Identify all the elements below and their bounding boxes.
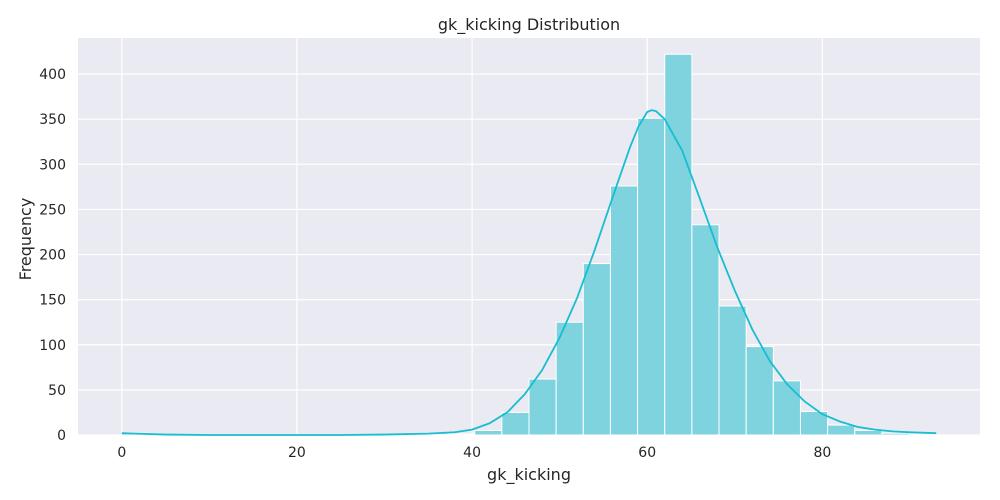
histogram-bar <box>582 263 611 436</box>
histogram-bar <box>555 321 584 436</box>
plot-area <box>78 38 980 435</box>
histogram-bar <box>664 53 693 436</box>
histogram-bar <box>528 378 557 436</box>
histogram-bar <box>799 411 829 436</box>
histogram-bar <box>501 411 530 436</box>
y-tick-label: 150 <box>39 293 66 309</box>
histogram-bar <box>474 429 503 436</box>
y-tick-label: 250 <box>39 202 66 218</box>
chart-title: gk_kicking Distribution <box>438 15 620 35</box>
x-tick-label: 20 <box>288 445 306 461</box>
x-axis-ticks: 0 20 40 60 80 <box>117 445 831 461</box>
kde-line <box>121 109 937 436</box>
histogram-bar <box>908 433 937 436</box>
x-tick-label: 40 <box>463 445 481 461</box>
histogram-bars <box>121 53 937 436</box>
y-tick-label: 0 <box>57 428 66 444</box>
histogram-bar <box>447 433 476 436</box>
y-tick-label: 200 <box>39 248 66 264</box>
x-axis-label: gk_kicking <box>487 465 571 485</box>
histogram-bar <box>827 424 856 436</box>
x-tick-label: 60 <box>638 445 656 461</box>
y-tick-label: 50 <box>48 383 66 399</box>
histogram-bar <box>691 224 720 436</box>
histogram-bar <box>854 429 883 436</box>
x-tick-label: 80 <box>813 445 831 461</box>
histogram-bar <box>637 117 666 436</box>
histogram-bar <box>609 185 639 436</box>
histogram-bar <box>881 432 910 436</box>
y-tick-label: 100 <box>39 338 66 354</box>
y-tick-label: 350 <box>39 112 66 128</box>
y-tick-label: 300 <box>39 157 66 173</box>
histogram-bar <box>718 305 747 436</box>
histogram-bar <box>772 380 801 436</box>
x-tick-label: 0 <box>117 445 126 461</box>
y-tick-label: 400 <box>39 67 66 83</box>
y-axis-ticks: 0 50 100 150 200 250 300 350 400 <box>39 67 66 444</box>
y-axis-label: Frequency <box>16 198 35 281</box>
